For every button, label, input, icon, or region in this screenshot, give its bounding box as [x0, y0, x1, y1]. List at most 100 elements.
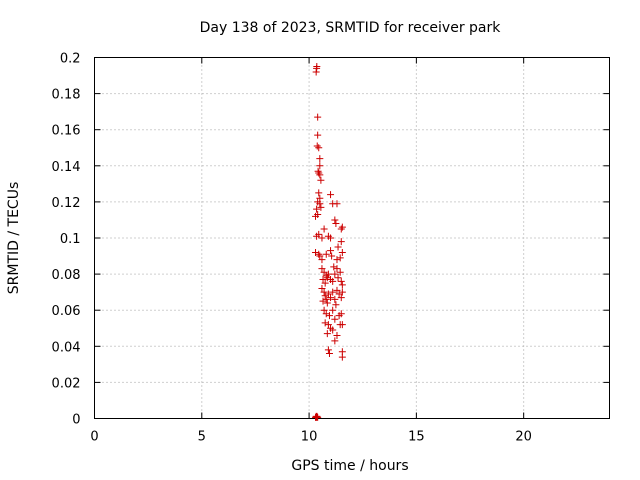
data-point	[312, 248, 320, 256]
data-point	[332, 301, 340, 309]
data-point	[336, 321, 344, 329]
data-point	[331, 315, 339, 323]
data-point	[323, 274, 331, 282]
data-point	[323, 330, 331, 338]
data-point	[329, 288, 337, 296]
data-point	[325, 312, 333, 320]
data-point	[331, 295, 339, 303]
y-axis-title: SRMTID / TECUs	[6, 182, 22, 295]
data-point	[318, 265, 326, 273]
data-point	[315, 250, 323, 258]
data-point	[314, 167, 322, 175]
data-point	[317, 176, 325, 184]
data-point	[338, 353, 346, 361]
data-point	[338, 281, 346, 289]
y-tick-label: 0.2	[60, 52, 81, 67]
data-point	[334, 274, 342, 282]
tick-labels: 0 0.02 0.04 0.06 0.08 0.1 0.12 0.14 0.16 0.18 0.2 0…	[52, 52, 532, 445]
data-point	[312, 212, 320, 220]
data-point	[313, 142, 321, 150]
data-point	[337, 225, 345, 233]
data-point	[315, 230, 323, 238]
data-point	[314, 113, 322, 121]
data-point	[327, 294, 335, 302]
data-point	[320, 225, 328, 233]
data-point	[313, 412, 321, 420]
data-point	[315, 169, 323, 177]
data-point	[335, 290, 343, 298]
data-point	[317, 203, 325, 211]
data-point	[336, 268, 344, 276]
data-points	[312, 63, 346, 421]
data-point	[333, 265, 341, 273]
chart-title: Day 138 of 2023, SRMTID for receiver par…	[200, 20, 502, 36]
y-tick-label: 0.18	[52, 88, 81, 103]
data-point	[338, 288, 346, 296]
data-point	[333, 256, 341, 264]
data-point	[330, 263, 338, 271]
y-tick-label: 0.1	[60, 232, 81, 247]
data-point	[322, 250, 330, 258]
data-point	[316, 194, 324, 202]
y-tick-label: 0	[72, 413, 80, 428]
y-tick-label: 0.04	[52, 340, 81, 355]
data-point	[333, 286, 341, 294]
data-point	[324, 290, 332, 298]
data-point	[316, 162, 324, 170]
y-tick-label: 0.12	[52, 196, 81, 211]
data-point	[316, 155, 324, 163]
data-point	[333, 200, 341, 208]
data-point	[320, 306, 328, 314]
data-point	[320, 288, 328, 296]
data-point	[318, 285, 326, 293]
data-point	[321, 292, 329, 300]
data-point	[313, 63, 321, 71]
x-tick-label: 20	[515, 430, 532, 445]
y-tick-label: 0.08	[52, 268, 81, 283]
data-point	[328, 252, 336, 260]
data-point	[313, 205, 321, 213]
x-tick-label: 0	[90, 430, 98, 445]
data-point	[329, 326, 337, 334]
data-point	[315, 144, 323, 152]
data-point	[331, 216, 339, 224]
data-point	[323, 299, 331, 307]
plot-frame	[94, 57, 610, 419]
y-tick-label: 0.02	[52, 376, 81, 391]
data-point	[314, 413, 322, 421]
x-axis-title: GPS time / hours	[291, 458, 408, 474]
x-tick-label: 5	[198, 430, 206, 445]
data-point	[319, 297, 327, 305]
data-point	[332, 220, 340, 228]
x-tick-label: 15	[408, 430, 425, 445]
data-point	[315, 189, 323, 197]
data-point	[337, 238, 345, 246]
data-point	[337, 310, 345, 318]
data-point	[318, 256, 326, 264]
data-point	[324, 321, 332, 329]
y-tick-label: 0.06	[52, 304, 81, 319]
data-point	[324, 346, 332, 354]
y-tick-label: 0.14	[52, 160, 81, 175]
data-point	[337, 294, 345, 302]
data-point	[316, 171, 324, 179]
y-tick-label: 0.16	[52, 124, 81, 139]
data-point	[337, 277, 345, 285]
data-point	[333, 331, 341, 339]
data-point	[325, 350, 333, 358]
x-tick-label: 10	[301, 430, 318, 445]
grid-lines	[94, 57, 610, 419]
data-point	[314, 131, 322, 139]
data-point	[321, 279, 329, 287]
data-point	[338, 248, 346, 256]
data-point	[322, 310, 330, 318]
data-point	[322, 295, 330, 303]
data-point	[318, 234, 326, 242]
data-point	[334, 243, 342, 251]
data-point	[327, 191, 335, 199]
data-point	[338, 223, 346, 231]
data-point	[327, 234, 335, 242]
data-point	[331, 337, 339, 345]
data-point	[312, 68, 320, 76]
data-point	[329, 277, 337, 285]
